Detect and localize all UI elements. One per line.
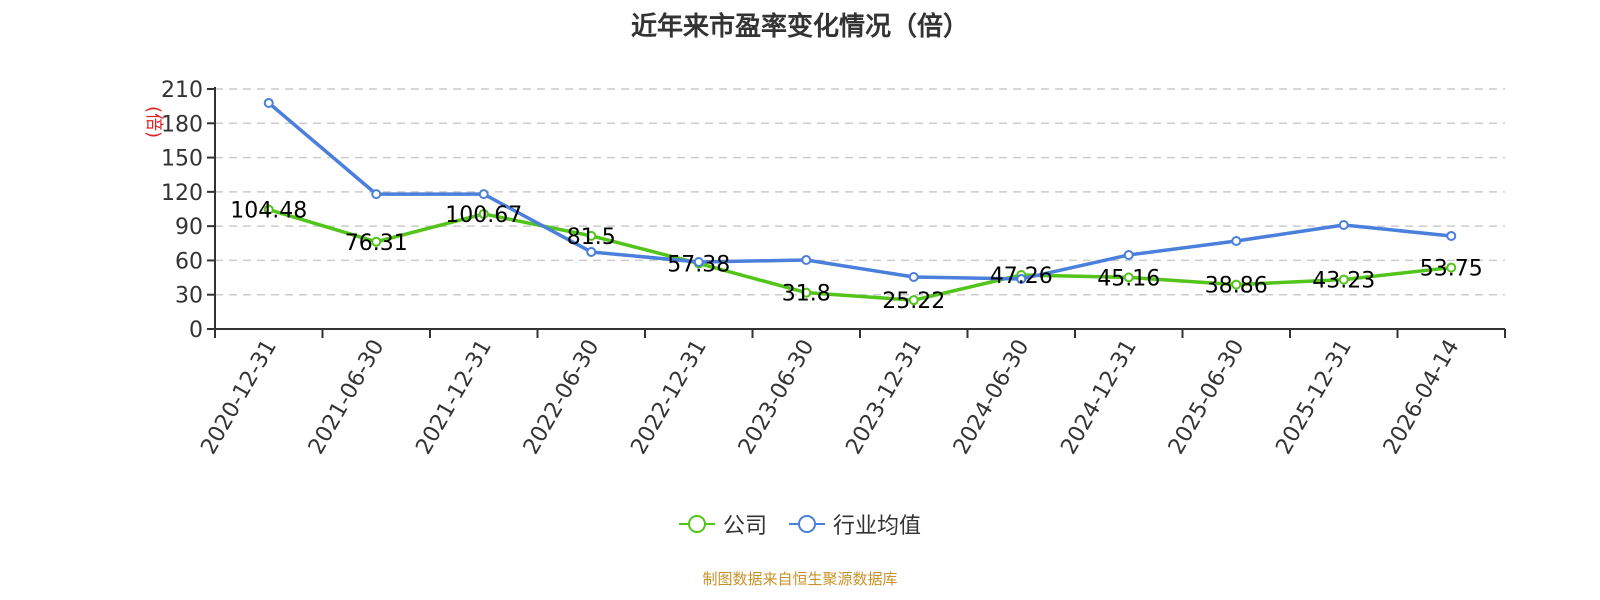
data-point[interactable] bbox=[1231, 236, 1242, 246]
y-tick-label: 30 bbox=[175, 284, 203, 309]
y-axis-name: (倍) bbox=[143, 106, 164, 138]
data-point[interactable] bbox=[1231, 279, 1242, 290]
legend-item-industry-average[interactable]: 行业均值 bbox=[789, 508, 921, 540]
data-point[interactable] bbox=[586, 246, 597, 257]
series-line bbox=[268, 207, 1452, 302]
data-point[interactable] bbox=[908, 295, 919, 306]
x-tick-label: 2024-06-30 bbox=[949, 336, 1035, 459]
data-label: 25.22 bbox=[882, 289, 945, 314]
data-point[interactable] bbox=[1338, 274, 1349, 285]
legend: 公司 行业均值 bbox=[0, 508, 1600, 540]
data-label: 100.67 bbox=[445, 203, 522, 228]
x-tick-label: 2021-12-31 bbox=[411, 336, 497, 459]
data-label: 81.5 bbox=[567, 225, 616, 250]
data-point[interactable] bbox=[1016, 273, 1027, 284]
data-point[interactable] bbox=[908, 272, 919, 282]
x-tick-label: 2022-12-31 bbox=[626, 336, 712, 459]
y-tick-label: 210 bbox=[161, 78, 203, 103]
legend-line-circle-icon bbox=[789, 515, 825, 533]
x-tick-label: 2025-06-30 bbox=[1164, 336, 1250, 459]
chart-title: 近年来市盈率变化情况（倍） bbox=[630, 12, 969, 42]
grid-lines bbox=[215, 88, 1505, 296]
data-label: 53.75 bbox=[1420, 257, 1483, 282]
data-label: 38.86 bbox=[1205, 274, 1268, 299]
data-point[interactable] bbox=[1446, 230, 1457, 241]
legend-line-circle-icon bbox=[678, 515, 715, 533]
data-point[interactable] bbox=[1123, 272, 1134, 283]
y-tick-label: 180 bbox=[161, 112, 203, 137]
data-label: 104.48 bbox=[230, 199, 307, 224]
data-point[interactable] bbox=[1123, 249, 1134, 260]
legend-label: 公司 bbox=[722, 514, 767, 539]
x-tick-label: 2026-04-14 bbox=[1379, 336, 1465, 459]
x-tick-label: 2023-12-31 bbox=[841, 336, 927, 459]
legend-label: 行业均值 bbox=[833, 514, 922, 539]
x-tick-label: 2023-06-30 bbox=[734, 336, 820, 459]
y-axis: 0 30 60 90 120 150 180 210 (倍) bbox=[143, 78, 216, 343]
legend-item-company[interactable]: 公司 bbox=[678, 508, 767, 540]
data-point[interactable] bbox=[478, 208, 489, 219]
x-tick-label: 2025-12-31 bbox=[1271, 336, 1357, 459]
x-tick-label: 2024-12-31 bbox=[1056, 336, 1142, 459]
x-tick-label: 2020-12-31 bbox=[196, 336, 282, 459]
data-label: 45.16 bbox=[1097, 266, 1160, 291]
data-point[interactable] bbox=[478, 189, 489, 200]
data-point[interactable] bbox=[1446, 262, 1457, 273]
x-tick-label: 2022-06-30 bbox=[519, 336, 605, 459]
data-point[interactable] bbox=[801, 254, 812, 265]
y-tick-label: 120 bbox=[161, 181, 203, 206]
data-point[interactable] bbox=[693, 257, 704, 268]
y-tick-label: 60 bbox=[175, 249, 203, 274]
data-label: 76.31 bbox=[345, 231, 408, 256]
data-point[interactable] bbox=[263, 204, 274, 215]
data-point[interactable] bbox=[371, 236, 382, 247]
data-source-note: 制图数据来自恒生聚源数据库 bbox=[702, 570, 898, 588]
data-label: 43.23 bbox=[1312, 269, 1375, 294]
data-point[interactable] bbox=[586, 230, 597, 241]
data-point[interactable] bbox=[371, 189, 382, 200]
data-point[interactable] bbox=[263, 97, 274, 108]
data-point[interactable] bbox=[1338, 220, 1349, 230]
series-line bbox=[267, 101, 1452, 281]
data-label: 47.26 bbox=[990, 264, 1053, 289]
y-tick-label: 150 bbox=[161, 147, 203, 172]
y-tick-label: 90 bbox=[175, 215, 203, 240]
x-axis: 2020-12-31 2021-06-30 2021-12-31 2022-06-30… bbox=[196, 328, 1506, 459]
y-tick-label: 0 bbox=[189, 318, 203, 343]
data-labels: 104.48 76.31 100.67 81.5 57.38 31.8 25.22 47.26… bbox=[230, 199, 1482, 315]
data-label: 31.8 bbox=[782, 282, 831, 307]
x-tick-label: 2021-06-30 bbox=[304, 336, 390, 459]
data-point[interactable] bbox=[801, 287, 812, 298]
data-label: 57.38 bbox=[667, 252, 730, 277]
series-lines bbox=[263, 97, 1457, 306]
